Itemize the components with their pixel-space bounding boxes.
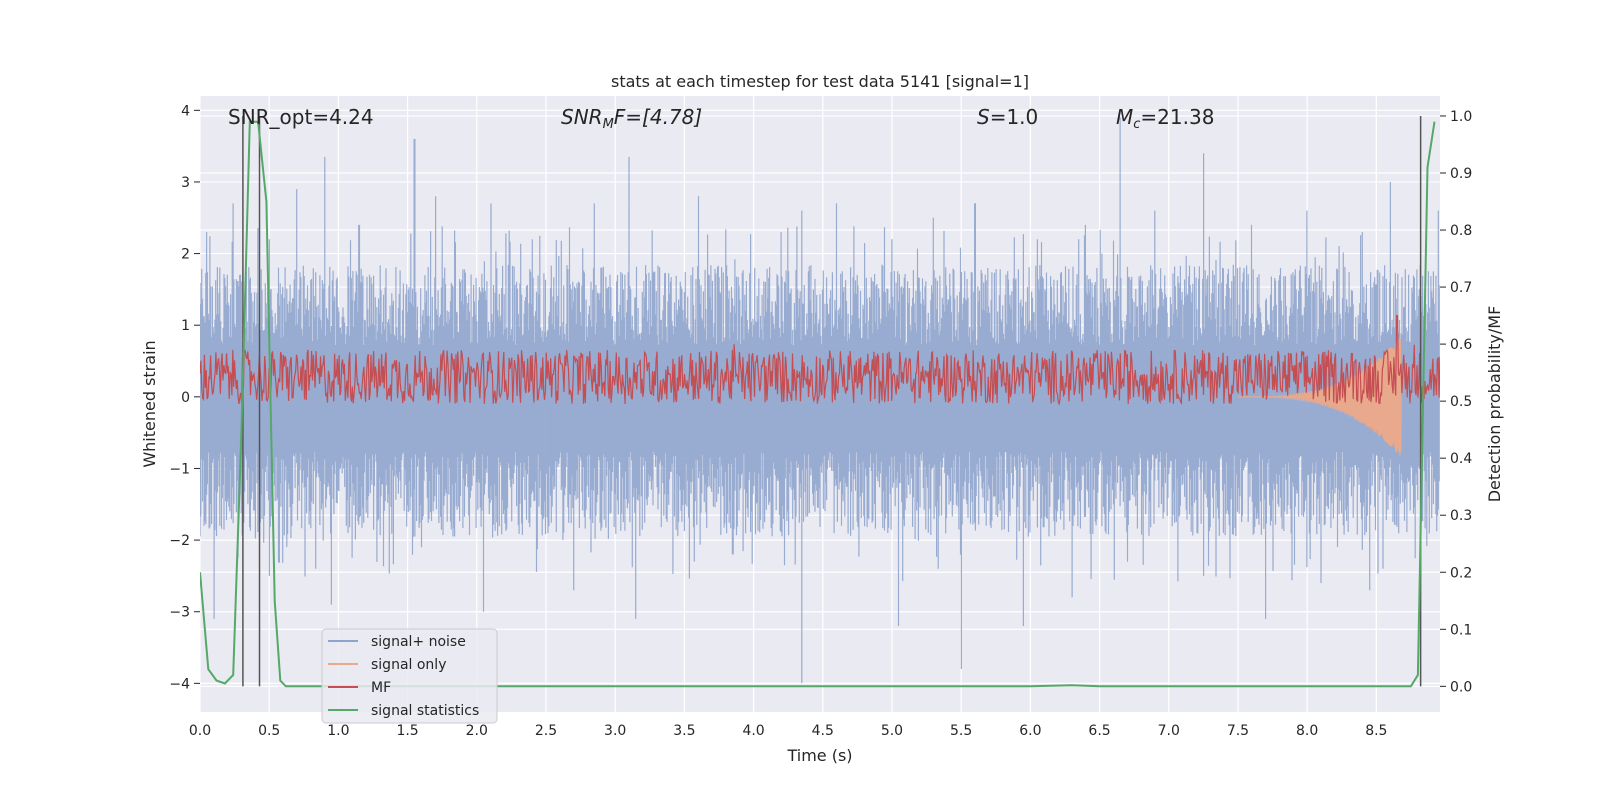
y2-tick-label: 0.0	[1450, 679, 1472, 695]
y2-tick-label: 0.6	[1450, 337, 1472, 353]
y-tick-label: 2	[181, 247, 190, 263]
y2-tick-label: 0.3	[1450, 508, 1472, 524]
legend-item-signal-plus-noise: signal+ noise	[328, 634, 466, 650]
legend-item-signal-only: signal only	[328, 657, 446, 673]
y-tick-label: −1	[169, 461, 190, 477]
y2-tick-label: 0.7	[1450, 280, 1472, 296]
x-tick-label: 7.0	[1158, 723, 1180, 739]
x-axis-label: Time (s)	[786, 746, 852, 765]
y-tick-label: −3	[169, 605, 190, 621]
annotation-s: S=1.0	[977, 105, 1038, 129]
legend-label-signal-only: signal only	[371, 657, 446, 673]
annotation-mc: Mc=21.38	[1116, 105, 1214, 132]
y2-tick-label: 0.5	[1450, 394, 1472, 410]
annotation-snr-mf: SNRMF=[4.78]	[561, 105, 702, 132]
x-tick-label: 8.5	[1365, 723, 1387, 739]
x-tick-label: 6.5	[1088, 723, 1110, 739]
x-tick-label: 7.5	[1227, 723, 1249, 739]
annotation-snr-opt: SNR_opt=4.24	[228, 105, 374, 129]
plot-area	[199, 96, 1440, 712]
x-tick-label: 1.0	[327, 723, 349, 739]
y-axis-label: Whitened strain	[140, 340, 159, 467]
x-tick-label: 4.0	[742, 723, 764, 739]
x-tick-label: 0.0	[189, 723, 211, 739]
x-tick-label: 6.0	[1019, 723, 1041, 739]
x-tick-label: 2.0	[466, 723, 488, 739]
y2-axis-label: Detection probability/MF	[1485, 306, 1504, 503]
y2-ticks: 0.0 0.1 0.2 0.3 0.4 0.5 0.6 0.7 0.8 0.9 1.0	[1440, 109, 1472, 695]
legend-label-signal-statistics: signal statistics	[371, 703, 479, 719]
y2-tick-label: 0.2	[1450, 565, 1472, 581]
y-tick-label: 0	[181, 390, 190, 406]
x-tick-label: 3.5	[673, 723, 695, 739]
x-tick-label: 0.5	[258, 723, 280, 739]
y2-tick-label: 1.0	[1450, 109, 1472, 125]
y-ticks: −4 −3 −2 −1 0 1 2 3 4	[169, 103, 200, 692]
legend-box	[321, 628, 498, 724]
y-tick-label: 4	[181, 103, 190, 119]
legend-item-mf: MF	[328, 680, 391, 696]
x-tick-label: 2.5	[535, 723, 557, 739]
x-tick-label: 1.5	[396, 723, 418, 739]
y-tick-label: −2	[169, 533, 190, 549]
series-mf	[200, 315, 1440, 406]
x-tick-label: 5.0	[881, 723, 903, 739]
chart-title: stats at each timestep for test data 514…	[611, 72, 1029, 91]
y-tick-label: −4	[169, 676, 190, 692]
legend-label-signal-plus-noise: signal+ noise	[371, 634, 466, 650]
legend-label-mf: MF	[371, 680, 391, 696]
y2-tick-label: 0.4	[1450, 451, 1472, 467]
y2-tick-label: 0.8	[1450, 223, 1472, 239]
legend: signal+ noise signal only MF signal stat…	[321, 628, 498, 724]
x-tick-label: 3.0	[604, 723, 626, 739]
legend-item-signal-statistics: signal statistics	[328, 703, 479, 719]
x-tick-label: 5.5	[950, 723, 972, 739]
annotations: SNR_opt=4.24 SNRMF=[4.78] S=1.0 Mc=21.38	[228, 105, 1214, 132]
x-ticks: 0.0 0.5 1.0 1.5 2.0 2.5 3.0 3.5 4.0 4.5 5.0 5.5 6.0 6…	[189, 723, 1388, 739]
x-tick-label: 8.0	[1296, 723, 1318, 739]
y2-tick-label: 0.1	[1450, 622, 1472, 638]
x-tick-label: 4.5	[812, 723, 834, 739]
y2-tick-label: 0.9	[1450, 166, 1472, 182]
y-tick-label: 1	[181, 318, 190, 334]
y-tick-label: 3	[181, 175, 190, 191]
